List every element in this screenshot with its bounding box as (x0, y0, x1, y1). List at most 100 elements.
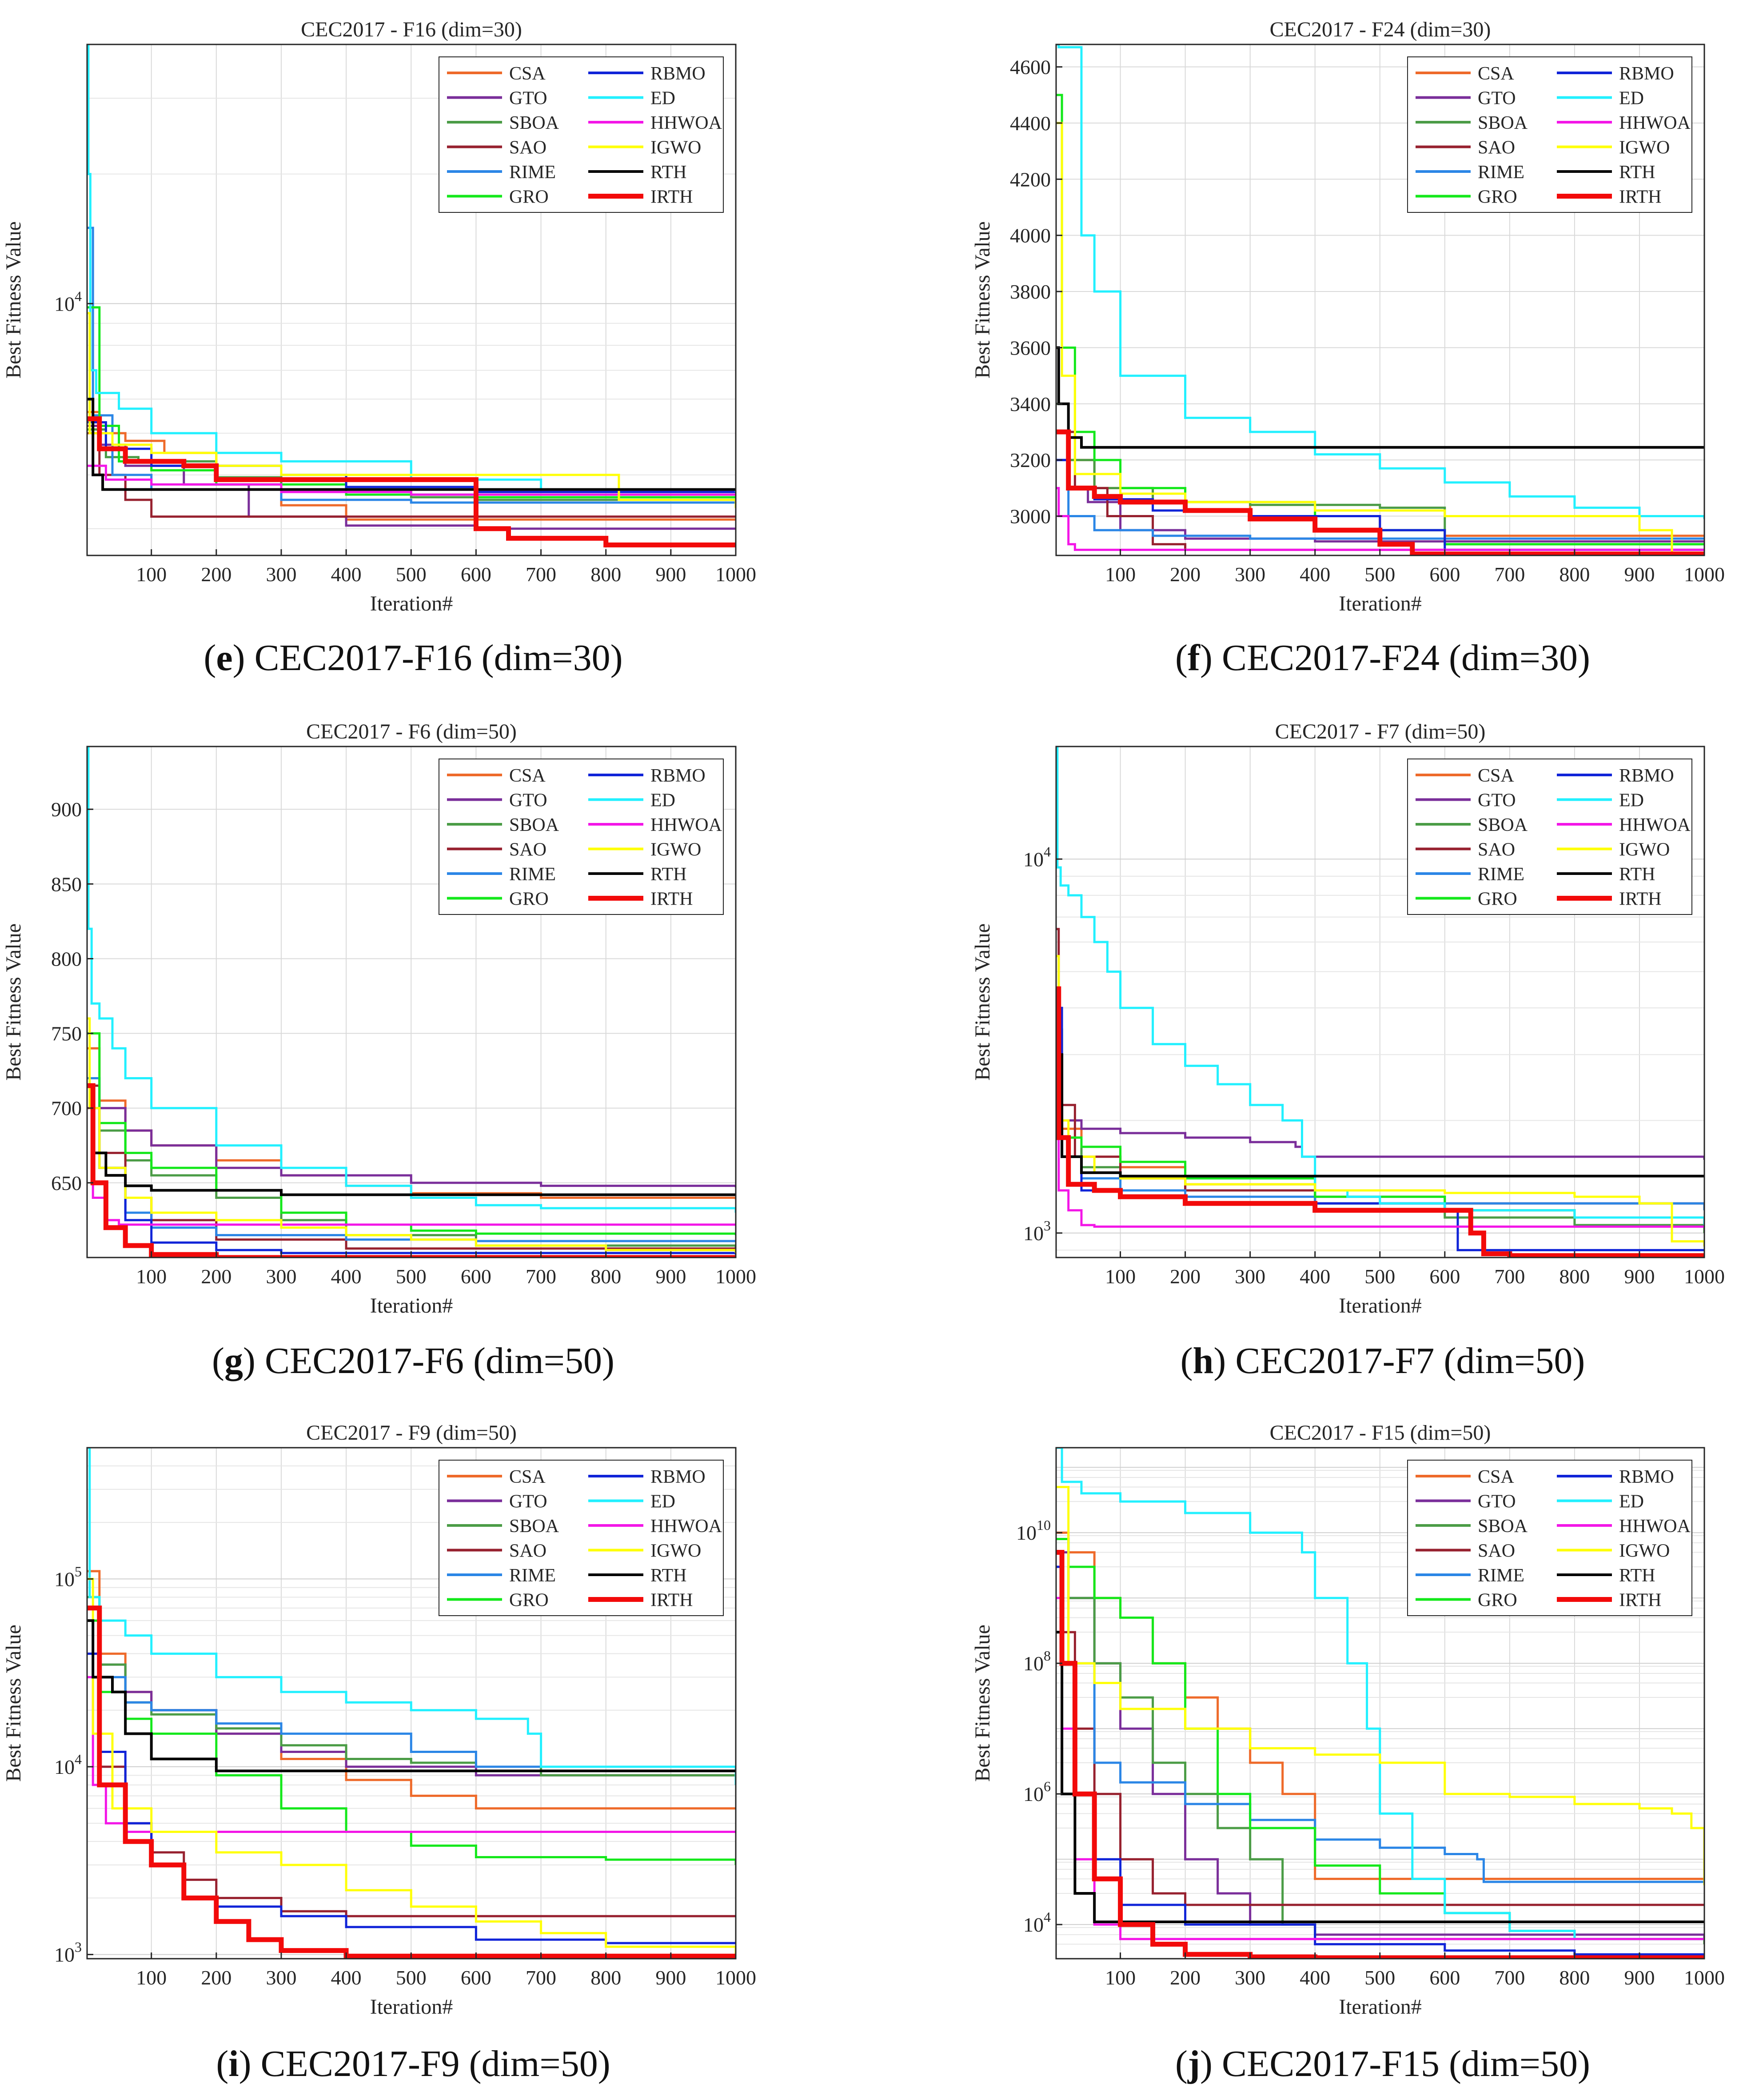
series-line-rth (1056, 1053, 1704, 1178)
legend-label-csa: CSA (509, 766, 546, 786)
x-tick-label: 1000 (715, 1265, 756, 1288)
legend-label-gro: GRO (509, 889, 549, 910)
x-tick-label: 200 (201, 1966, 231, 1989)
caption-g: (g) CEC2017-F6 (dim=50) (211, 1340, 615, 1381)
x-tick-label: 100 (136, 1966, 167, 1989)
y-tick-label: 750 (51, 1022, 82, 1045)
x-tick-label: 1000 (715, 563, 756, 586)
chart-title: CEC2017 - F15 (dim=50) (1270, 1421, 1491, 1445)
x-tick-label: 300 (1235, 563, 1265, 586)
legend-label-rime: RIME (509, 864, 556, 885)
series-line-igwo (87, 1017, 736, 1253)
x-tick-label: 700 (1494, 563, 1525, 586)
series-line-igwo (1056, 1486, 1704, 1885)
legend-label-rth: RTH (1619, 162, 1655, 183)
x-tick-label: 600 (1429, 1966, 1460, 1989)
x-tick-label: 600 (461, 563, 491, 586)
chart-1: 100 200 300 400 500 600 700 800 900 1000 3000 3200 3… (971, 18, 1725, 615)
series-group (1056, 747, 1704, 1258)
legend-label-irth: IRTH (650, 1590, 693, 1611)
chart-2: 100 200 300 400 500 600 700 800 900 1000 650 700 750… (2, 720, 756, 1317)
legend-label-sao: SAO (509, 1541, 546, 1561)
chart-title: CEC2017 - F9 (dim=50) (306, 1421, 517, 1445)
x-tick-label: 900 (655, 1966, 686, 1989)
x-tick-label: 200 (1170, 1265, 1201, 1288)
x-tick-label: 800 (590, 1265, 621, 1288)
chart-4: 100 200 300 400 500 600 700 800 900 1000 103 104 105… (2, 1421, 756, 2019)
series-line-hhwoa (1056, 1119, 1704, 1228)
series-line-irth (1056, 1550, 1704, 1959)
legend-label-gto: GTO (509, 1492, 547, 1512)
legend-label-hhwoa: HHWOA (1619, 113, 1691, 133)
legend-box (439, 1460, 724, 1616)
legend-label-irth: IRTH (1619, 187, 1661, 208)
legend-label-igwo: IGWO (1619, 1541, 1670, 1561)
series-line-irth (1056, 986, 1704, 1258)
legend-label-hhwoa: HHWOA (650, 113, 722, 133)
series-line-rime (1056, 1538, 1704, 1883)
x-tick-label: 300 (1235, 1966, 1265, 1989)
x-tick-label: 300 (266, 1966, 296, 1989)
x-tick-label: 100 (136, 563, 167, 586)
legend: CSA RBMO GTO ED SBOA HHWOA SAO IGWO RIME RTH GRO IR… (439, 759, 724, 915)
chart-0: 100 200 300 400 500 600 700 800 900 1000 104 CEC201… (2, 18, 756, 615)
legend-label-rth: RTH (650, 162, 686, 183)
x-tick-label: 500 (396, 1966, 427, 1989)
x-tick-label: 800 (1559, 1265, 1590, 1288)
legend-label-gro: GRO (509, 187, 549, 208)
x-tick-label: 100 (1105, 563, 1136, 586)
legend-label-csa: CSA (1478, 64, 1514, 84)
legend-label-sboa: SBOA (509, 815, 559, 835)
y-axis-label: Best Fitness Value (971, 923, 994, 1081)
series-line-hhwoa (1056, 487, 1704, 551)
caption-text: CEC2017-F16 (dim=30) (254, 637, 623, 679)
legend-label-rbmo: RBMO (650, 1467, 706, 1487)
y-tick-label: 104 (1023, 1909, 1051, 1936)
legend-label-irth: IRTH (1619, 1590, 1661, 1611)
legend-label-ed: ED (1619, 1492, 1644, 1512)
legend-label-rth: RTH (1619, 1565, 1655, 1586)
series-line-ed (87, 747, 736, 1213)
legend-label-gto: GTO (1478, 790, 1516, 811)
x-tick-label: 600 (461, 1966, 491, 1989)
x-tick-label: 1000 (1684, 563, 1725, 586)
legend-label-gto: GTO (1478, 1492, 1516, 1512)
x-axis-label: Iteration# (370, 1995, 453, 2019)
x-tick-label: 600 (1429, 563, 1460, 586)
legend-label-sboa: SBOA (509, 1516, 559, 1537)
y-tick-label: 650 (51, 1172, 82, 1194)
legend-label-rime: RIME (1478, 162, 1524, 183)
y-tick-label: 850 (51, 873, 82, 895)
x-tick-label: 700 (526, 1966, 556, 1989)
series-line-rime (87, 1619, 736, 1771)
x-tick-label: 800 (590, 563, 621, 586)
x-tick-label: 500 (396, 563, 427, 586)
series-line-ed (1056, 44, 1704, 519)
legend-label-gro: GRO (1478, 889, 1517, 910)
caption-letter: f (1187, 637, 1200, 679)
caption-letter: h (1193, 1340, 1214, 1381)
series-line-rth (1056, 346, 1704, 449)
legend-label-csa: CSA (509, 1467, 546, 1487)
legend-label-sboa: SBOA (1478, 1516, 1528, 1537)
x-tick-label: 1000 (1684, 1265, 1725, 1288)
legend: CSA RBMO GTO ED SBOA HHWOA SAO IGWO RIME RTH GRO IR… (1407, 1460, 1692, 1616)
series-line-rth (87, 1619, 736, 1773)
legend-label-igwo: IGWO (650, 840, 701, 860)
legend-label-gto: GTO (509, 790, 547, 811)
legend-label-irth: IRTH (1619, 889, 1661, 910)
legend-label-ed: ED (1619, 790, 1644, 811)
y-tick-label: 4400 (1010, 112, 1051, 135)
x-tick-label: 300 (266, 563, 296, 586)
y-tick-label: 3000 (1010, 505, 1051, 528)
legend-label-igwo: IGWO (1619, 840, 1670, 860)
x-axis-label: Iteration# (1339, 1995, 1422, 2019)
series-line-irth (87, 416, 736, 547)
x-tick-label: 100 (136, 1265, 167, 1288)
legend-label-gto: GTO (509, 88, 547, 109)
legend-label-sao: SAO (1478, 1541, 1515, 1561)
legend-label-sao: SAO (509, 840, 546, 860)
y-tick-label: 4600 (1010, 56, 1051, 79)
x-axis-label: Iteration# (1339, 592, 1422, 615)
